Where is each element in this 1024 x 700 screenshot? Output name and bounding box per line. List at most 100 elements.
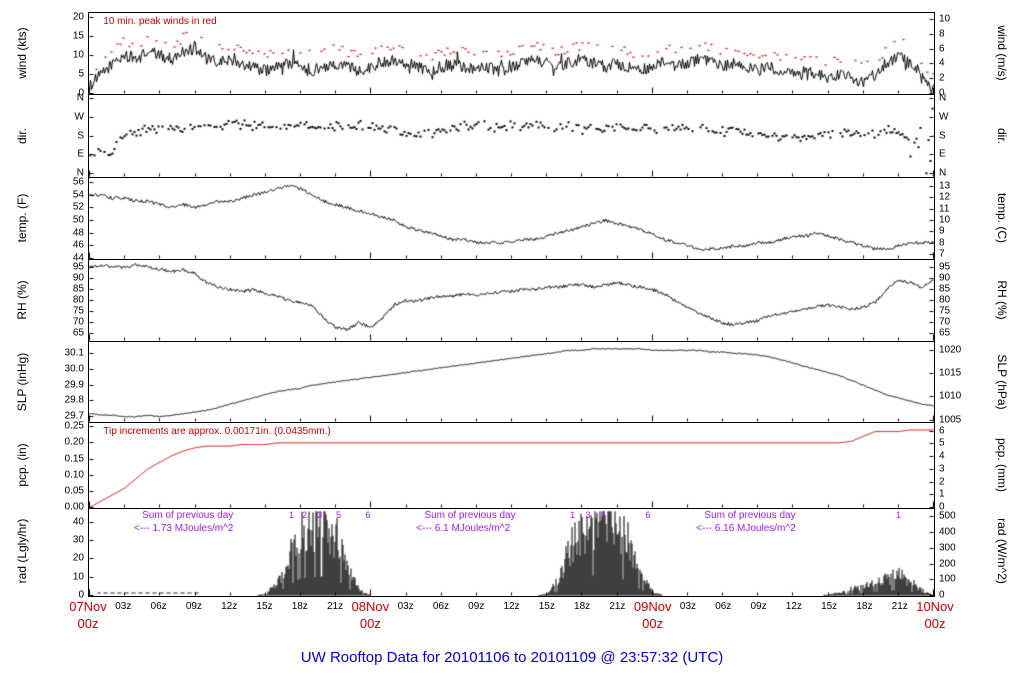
y-tick-label-left: 50 bbox=[72, 214, 84, 226]
y-tick-label-left: N bbox=[76, 92, 84, 104]
y-tick-label-right: 10 bbox=[939, 214, 951, 226]
y-tick-label-right: 90 bbox=[939, 272, 951, 284]
rad-hour-marker: 1 bbox=[896, 510, 902, 520]
y-tick-label-left: 20 bbox=[72, 11, 84, 23]
x-major-hour-label: 00z bbox=[77, 616, 99, 631]
x-minor-hour-label: 15z bbox=[821, 601, 838, 612]
y-tick-label-left: 0.15 bbox=[64, 453, 84, 465]
rad-hour-marker: 5 bbox=[600, 510, 606, 520]
rad-hour-marker: 6 bbox=[365, 510, 371, 520]
x-major-hour-label: 00z bbox=[359, 616, 381, 631]
x-minor-hour-label: 03z bbox=[115, 601, 132, 612]
y-tick-label-left: 85 bbox=[72, 283, 84, 295]
x-major-hour-label: 00z bbox=[642, 616, 664, 631]
x-minor-hour-label: 06z bbox=[432, 601, 449, 612]
y-tick-label-left: 95 bbox=[72, 261, 84, 273]
y-tick-label-left: E bbox=[77, 148, 84, 160]
pcp-right-unit-label: pcp. (mm) bbox=[995, 438, 1009, 492]
x-minor-hour-label: 06z bbox=[715, 601, 732, 612]
y-tick-label-right: 13 bbox=[939, 180, 951, 192]
rh-right-unit-label: RH (%) bbox=[995, 280, 1009, 320]
y-tick-label-right: 0 bbox=[939, 87, 945, 99]
y-tick-label-left: 29.9 bbox=[64, 379, 84, 391]
y-tick-label-right: 200 bbox=[939, 558, 956, 570]
y-tick-label-right: 500 bbox=[939, 510, 956, 522]
y-tick-label-left: N bbox=[76, 167, 84, 179]
x-minor-hour-label: 21z bbox=[609, 601, 626, 612]
x-minor-hour-label: 03z bbox=[679, 601, 697, 612]
y-tick-label-right: 6 bbox=[939, 425, 945, 437]
y-tick-label-left: 30.0 bbox=[64, 363, 84, 375]
y-tick-label-right: 10 bbox=[939, 13, 951, 25]
temp-panel bbox=[88, 177, 935, 260]
temp-right-unit-label: temp. (C) bbox=[995, 192, 1009, 244]
rh-panel bbox=[88, 259, 935, 342]
y-tick-label-right: 4 bbox=[939, 450, 945, 462]
y-tick-label-left: 70 bbox=[72, 316, 84, 328]
dir-plot-canvas bbox=[89, 95, 934, 177]
y-tick-label-right: 70 bbox=[939, 316, 951, 328]
y-tick-label-right: 2 bbox=[939, 72, 945, 84]
x-minor-hour-label: 12z bbox=[785, 601, 802, 612]
y-tick-label-right: 65 bbox=[939, 327, 951, 339]
x-minor-hour-label: 18z bbox=[291, 601, 308, 612]
annotation: <--- 6.1 MJoules/m^2 bbox=[416, 523, 511, 535]
x-minor-hour-label: 18z bbox=[574, 601, 591, 612]
y-tick-label-right: 100 bbox=[939, 573, 956, 585]
y-tick-label-right: 8 bbox=[939, 237, 945, 249]
y-tick-label-left: 30 bbox=[72, 534, 84, 546]
rad-hour-marker: 6 bbox=[645, 510, 651, 520]
x-minor-hour-label: 09z bbox=[750, 601, 767, 612]
y-tick-label-right: 5 bbox=[939, 437, 945, 449]
annotation: <--- 1.73 MJoules/m^2 bbox=[133, 523, 234, 535]
y-tick-label-right: 3 bbox=[939, 463, 945, 475]
y-tick-label-left: 0.10 bbox=[64, 469, 84, 481]
y-tick-label-right: 1020 bbox=[939, 344, 962, 356]
y-tick-label-right: N bbox=[939, 92, 947, 104]
y-tick-label-left: 0 bbox=[78, 589, 84, 601]
rh-plot-canvas bbox=[89, 260, 934, 341]
figure-title: UW Rooftop Data for 20101106 to 20101109… bbox=[300, 649, 724, 666]
y-tick-label-right: W bbox=[939, 111, 949, 123]
y-tick-label-left: 0.00 bbox=[64, 501, 84, 513]
rad-hour-marker: 1 bbox=[288, 510, 295, 520]
y-tick-label-left: 75 bbox=[72, 305, 84, 317]
dir-panel bbox=[88, 94, 935, 178]
rad-right-unit-label: rad (W/m^2) bbox=[995, 518, 1009, 584]
pcp-plot-canvas bbox=[89, 423, 934, 508]
y-tick-label-right: 7 bbox=[939, 248, 945, 260]
y-tick-label-left: 46 bbox=[72, 239, 84, 251]
y-tick-label-right: 2 bbox=[939, 476, 945, 488]
y-tick-label-left: 56 bbox=[72, 176, 84, 188]
y-tick-label-right: 9 bbox=[939, 225, 945, 237]
y-tick-label-right: 0 bbox=[939, 589, 945, 601]
annotation: 10 min. peak winds in red bbox=[103, 16, 217, 28]
y-tick-label-left: 29.8 bbox=[64, 394, 84, 406]
y-tick-label-left: 15 bbox=[72, 30, 84, 42]
y-tick-label-right: 400 bbox=[939, 526, 956, 538]
x-minor-hour-label: 03z bbox=[397, 601, 414, 612]
x-minor-hour-label: 21z bbox=[326, 601, 344, 612]
x-major-date-label: 07Nov bbox=[69, 599, 107, 614]
annotation: Sum of previous day bbox=[704, 509, 796, 521]
rad-hour-marker: 1 bbox=[570, 510, 576, 520]
y-tick-label-left: 30.1 bbox=[64, 347, 84, 359]
x-minor-hour-label: 18z bbox=[856, 601, 873, 612]
x-minor-hour-label: 15z bbox=[538, 601, 555, 612]
wind-right-unit-label: wind (m/s) bbox=[995, 25, 1009, 81]
annotation: Sum of previous day bbox=[424, 509, 516, 521]
y-tick-label-left: 65 bbox=[72, 327, 84, 339]
y-tick-label-left: 0.20 bbox=[64, 436, 84, 448]
y-tick-label-right: 8 bbox=[939, 28, 945, 40]
x-major-hour-label: 00z bbox=[924, 616, 946, 631]
temp-plot-canvas bbox=[89, 178, 934, 259]
x-minor-hour-label: 12z bbox=[221, 601, 238, 612]
y-tick-label-right: N bbox=[939, 167, 947, 179]
y-tick-label-right: 1005 bbox=[939, 414, 962, 426]
x-minor-hour-label: 12z bbox=[503, 601, 520, 612]
y-tick-label-right: S bbox=[939, 130, 946, 141]
y-tick-label-right: 11 bbox=[939, 203, 950, 214]
y-tick-label-left: 40 bbox=[72, 516, 84, 528]
y-tick-label-right: 6 bbox=[939, 43, 945, 55]
